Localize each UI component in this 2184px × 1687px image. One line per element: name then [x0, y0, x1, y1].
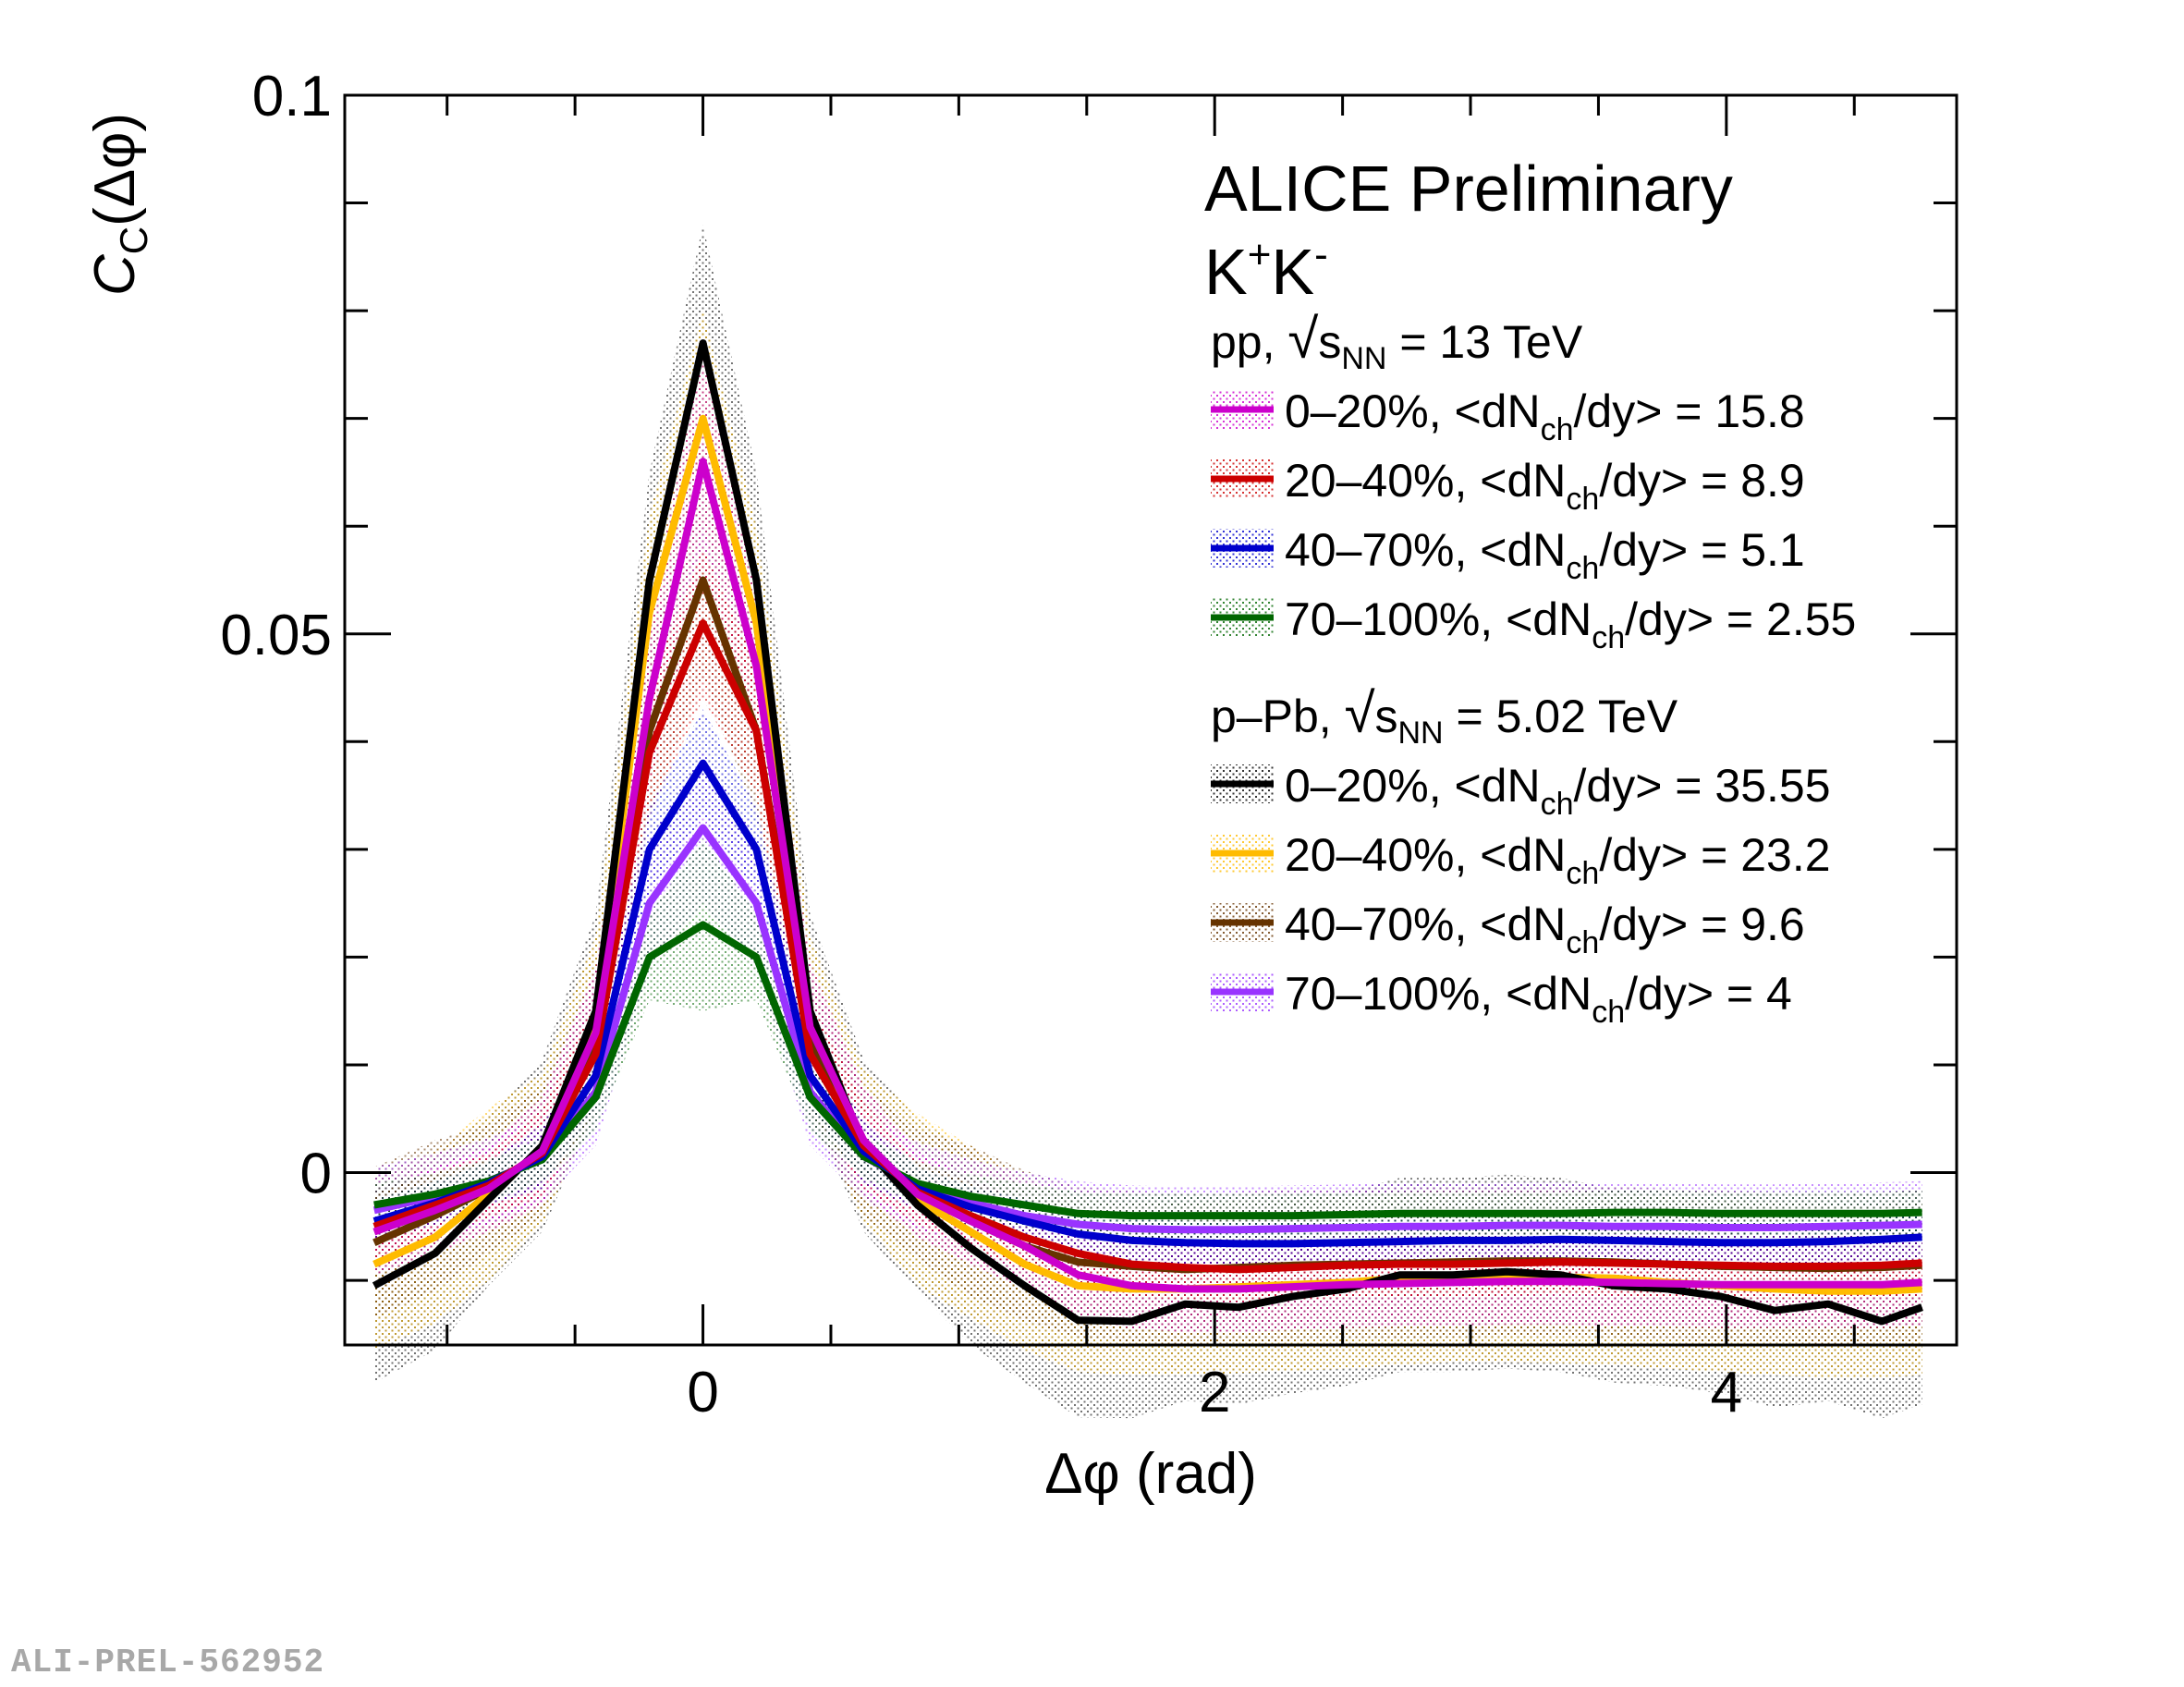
legend-group-prefix: pp,: [1211, 316, 1287, 368]
legend-entry-name: 0–20%, <dN: [1285, 760, 1541, 812]
y-tick-label: 0.1: [252, 65, 332, 128]
legend-entry-sub: ch: [1566, 856, 1599, 891]
legend-entry-label: 40–70%, <dNch/dy> = 5.1: [1285, 524, 1805, 586]
legend-entry-label: 20–40%, <dNch/dy> = 23.2: [1285, 829, 1831, 891]
axis-tick-labels: 0 0.05 0.1 0 2 4: [220, 65, 1742, 1424]
x-tick-label: 4: [1711, 1361, 1742, 1424]
legend-entry-label: 70–100%, <dNch/dy> = 4: [1285, 968, 1792, 1030]
y-axis-label-sub: C: [112, 226, 155, 254]
legend-group-prefix: p–Pb,: [1211, 691, 1345, 742]
legend-entry-label: 0–20%, <dNch/dy> = 15.8: [1285, 385, 1805, 447]
band-1-0: [373, 224, 1922, 1419]
subtitle-sup-1: +: [1248, 232, 1272, 277]
legend-entry-tail: /dy> = 4: [1625, 968, 1792, 1020]
legend-entry-label: 70–100%, <dNch/dy> = 2.55: [1285, 593, 1856, 655]
series-line-0-3: [373, 921, 1922, 1220]
legend-entry-tail: /dy> = 9.6: [1599, 899, 1804, 950]
subtitle-particle-2: K: [1271, 236, 1314, 308]
series-lines: [372, 339, 1923, 1326]
legend-entry-sub: ch: [1541, 412, 1574, 447]
legend-entry-name: 70–100%, <dN: [1285, 968, 1592, 1020]
legend-entry-tail: /dy> = 15.8: [1574, 385, 1805, 437]
legend-entry-name: 20–40%, <dN: [1285, 455, 1566, 507]
axis-ticks: [345, 93, 1957, 1345]
legend-entry-name: 70–100%, <dN: [1285, 593, 1592, 645]
legend-sqrt-s: s: [1318, 316, 1341, 368]
series-line-0-1: [372, 619, 1922, 1274]
legend-entry-label: 0–20%, <dNch/dy> = 35.55: [1285, 760, 1831, 822]
legend-entry-tail: /dy> = 35.55: [1574, 760, 1831, 812]
legend-sqrt-s: s: [1375, 691, 1398, 742]
y-axis-label-main: C: [83, 253, 147, 296]
chart-subtitle: K+K-: [1204, 232, 1328, 308]
legend-entry-label: 40–70%, <dNch/dy> = 9.6: [1285, 899, 1805, 960]
legend-sqrt-sub: NN: [1398, 715, 1444, 751]
y-axis-label: CC(Δφ): [83, 113, 155, 296]
legend-entry-sub: ch: [1541, 787, 1574, 822]
legend-entry-tail: /dy> = 5.1: [1599, 524, 1804, 576]
series-line-1-0: [372, 339, 1923, 1326]
y-tick-label: 0.05: [220, 604, 332, 667]
legend-sqrt-sub: NN: [1341, 341, 1386, 376]
band-0-2: [373, 709, 1922, 1265]
legend-entry-sub: ch: [1566, 925, 1599, 960]
legend-entry-tail: /dy> = 2.55: [1625, 593, 1856, 645]
legend-entry-name: 40–70%, <dN: [1285, 524, 1566, 576]
legend-entry-tail: /dy> = 8.9: [1599, 455, 1804, 507]
sqrt-symbol: √: [1345, 682, 1375, 744]
chart-title: ALICE Preliminary: [1204, 153, 1733, 225]
band-0-3: [373, 838, 1922, 1238]
legend-entry-name: 20–40%, <dN: [1285, 829, 1566, 881]
band-1-1: [373, 311, 1922, 1378]
y-axis-label-tail: (Δφ): [83, 113, 147, 226]
legend-group-header: p–Pb, √sNN = 5.02 TeV: [1211, 682, 1678, 751]
series-line-0-2: [372, 759, 1922, 1248]
series-line-0-0: [372, 458, 1922, 1293]
y-tick-label: 0: [300, 1143, 332, 1206]
legend-group-suffix: = 5.02 TeV: [1444, 691, 1678, 742]
legend-group-header: pp, √sNN = 13 TeV: [1211, 308, 1583, 376]
legend-entry-sub: ch: [1592, 995, 1625, 1030]
legend-entry-name: 0–20%, <dN: [1285, 385, 1541, 437]
legend-group-suffix: = 13 TeV: [1386, 316, 1582, 368]
series-line-1-3: [372, 824, 1922, 1234]
x-axis-label: Δφ (rad): [1044, 1442, 1257, 1506]
x-tick-label: 0: [687, 1361, 718, 1424]
legend-entry-name: 40–70%, <dN: [1285, 899, 1566, 950]
legend-entry-tail: /dy> = 23.2: [1599, 829, 1830, 881]
subtitle-sup-2: -: [1314, 232, 1328, 277]
subtitle-particle-1: K: [1204, 236, 1248, 308]
legend-entry-sub: ch: [1566, 482, 1599, 517]
x-tick-label: 2: [1199, 1361, 1230, 1424]
legend-entry-sub: ch: [1566, 551, 1599, 586]
sqrt-symbol: √: [1287, 308, 1318, 370]
legend-entry-sub: ch: [1592, 620, 1625, 655]
plot-frame: [343, 93, 1958, 1347]
footer-id-label: ALI-PREL-562952: [11, 1644, 325, 1681]
legend-entry-label: 20–40%, <dNch/dy> = 8.9: [1285, 455, 1805, 517]
band-0-1: [373, 547, 1922, 1302]
